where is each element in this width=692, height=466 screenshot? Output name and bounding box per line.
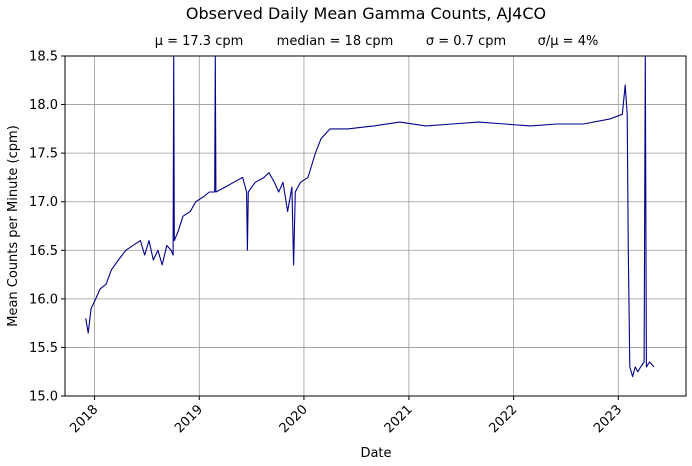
y-tick-label: 18.5 [29, 50, 58, 65]
y-tick-label: 17.5 [29, 147, 58, 162]
y-tick-label: 16.0 [29, 292, 58, 307]
x-tick-label: 2022 [486, 402, 520, 436]
grid [65, 55, 686, 397]
y-tick-label: 15.5 [29, 341, 58, 356]
x-tick-label: 2023 [591, 402, 625, 436]
y-axis: 15.0 15.5 16.0 16.5 17.0 17.5 18.0 18.5 [29, 50, 65, 405]
stat-cv: σ/μ = 4% [538, 34, 599, 49]
x-tick-label: 2019 [172, 402, 206, 436]
stat-sigma: σ = 0.7 cpm [426, 34, 506, 49]
x-tick-label: 2020 [277, 402, 311, 436]
y-tick-label: 18.0 [29, 98, 58, 113]
plot-frame [64, 55, 687, 397]
plot-area [85, 56, 655, 378]
stat-mean: μ = 17.3 cpm [155, 34, 244, 49]
y-tick-label: 16.5 [29, 244, 58, 259]
x-axis: 2018 2019 2020 2021 2022 2023 [67, 396, 625, 436]
x-tick-label: 2021 [382, 402, 416, 436]
series-line [85, 56, 655, 378]
y-tick-label: 17.0 [29, 195, 58, 210]
y-tick-label: 15.0 [29, 390, 58, 405]
y-axis-label: Mean Counts per Minute (cpm) [6, 125, 21, 327]
x-axis-label: Date [360, 446, 391, 461]
stat-median: median = 18 cpm [277, 34, 394, 49]
chart-title: Observed Daily Mean Gamma Counts, AJ4CO [186, 4, 546, 23]
x-tick-label: 2018 [67, 402, 101, 436]
